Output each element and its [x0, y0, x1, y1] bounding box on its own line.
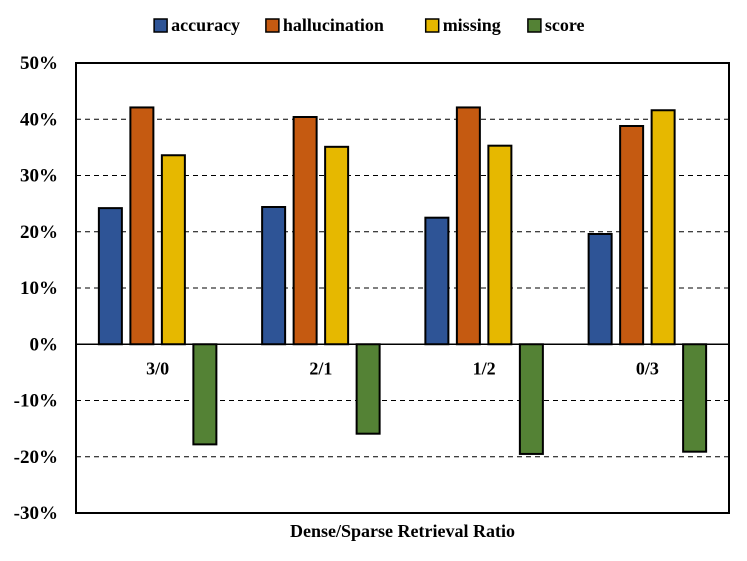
bars: [97, 106, 708, 455]
legend-swatch: [527, 18, 542, 33]
bar-missing-2-1: [324, 145, 350, 346]
plot-area-frame: [75, 62, 730, 514]
x-tick-label: 3/0: [146, 358, 169, 378]
legend-swatch: [153, 18, 168, 33]
bar-missing-1-2: [487, 144, 513, 346]
legend-item-accuracy: accuracy: [153, 15, 240, 35]
y-tick-label: 40%: [20, 109, 58, 130]
y-tick-label: 20%: [20, 222, 58, 243]
bar-accuracy-3-0: [97, 207, 123, 346]
bar-hallucination-0-3: [619, 125, 645, 346]
bar-hallucination-2-1: [292, 116, 318, 346]
x-axis-title: Dense/Sparse Retrieval Ratio: [290, 521, 515, 541]
y-tick-label: 10%: [20, 278, 58, 299]
y-tick-label: -20%: [14, 447, 58, 468]
legend-label: accuracy: [171, 15, 240, 35]
legend-label: score: [545, 15, 585, 35]
x-tick-label: 1/2: [473, 358, 496, 378]
legend-label: missing: [443, 15, 501, 35]
bar-score-3-0: [192, 343, 218, 446]
y-tick-label: -30%: [14, 503, 58, 524]
bar-accuracy-0-3: [587, 233, 613, 346]
bar-accuracy-1-2: [424, 216, 450, 346]
y-tick-label: 30%: [20, 166, 58, 187]
legend-swatch: [424, 18, 440, 33]
x-tick-label: 2/1: [309, 358, 332, 378]
y-tick-label: -10%: [14, 391, 58, 412]
y-tick-label: 50%: [20, 53, 58, 74]
legend-swatch: [265, 18, 280, 33]
y-axis-tick-labels: -30% -20% -10% 0% 10% 20% 30% 40% 50%: [14, 53, 58, 524]
bar-missing-3-0: [160, 154, 186, 346]
legend-item-hallucination: hallucination: [265, 15, 384, 35]
bar-score-1-2: [518, 343, 544, 455]
x-axis-tick-labels: 3/0 2/1 1/2 0/3: [146, 358, 659, 378]
bar-missing-0-3: [650, 109, 676, 346]
legend: accuracy hallucination missing score: [153, 15, 585, 35]
legend-item-missing: missing: [424, 15, 501, 35]
bar-hallucination-3-0: [129, 106, 155, 346]
bar-accuracy-2-1: [261, 206, 287, 346]
bar-score-2-1: [355, 343, 381, 435]
legend-label: hallucination: [283, 15, 384, 35]
y-tick-label: 0%: [30, 334, 59, 355]
bar-score-0-3: [682, 343, 708, 453]
legend-item-score: score: [527, 15, 585, 35]
x-tick-label: 0/3: [636, 358, 659, 378]
bar-hallucination-1-2: [455, 106, 481, 346]
